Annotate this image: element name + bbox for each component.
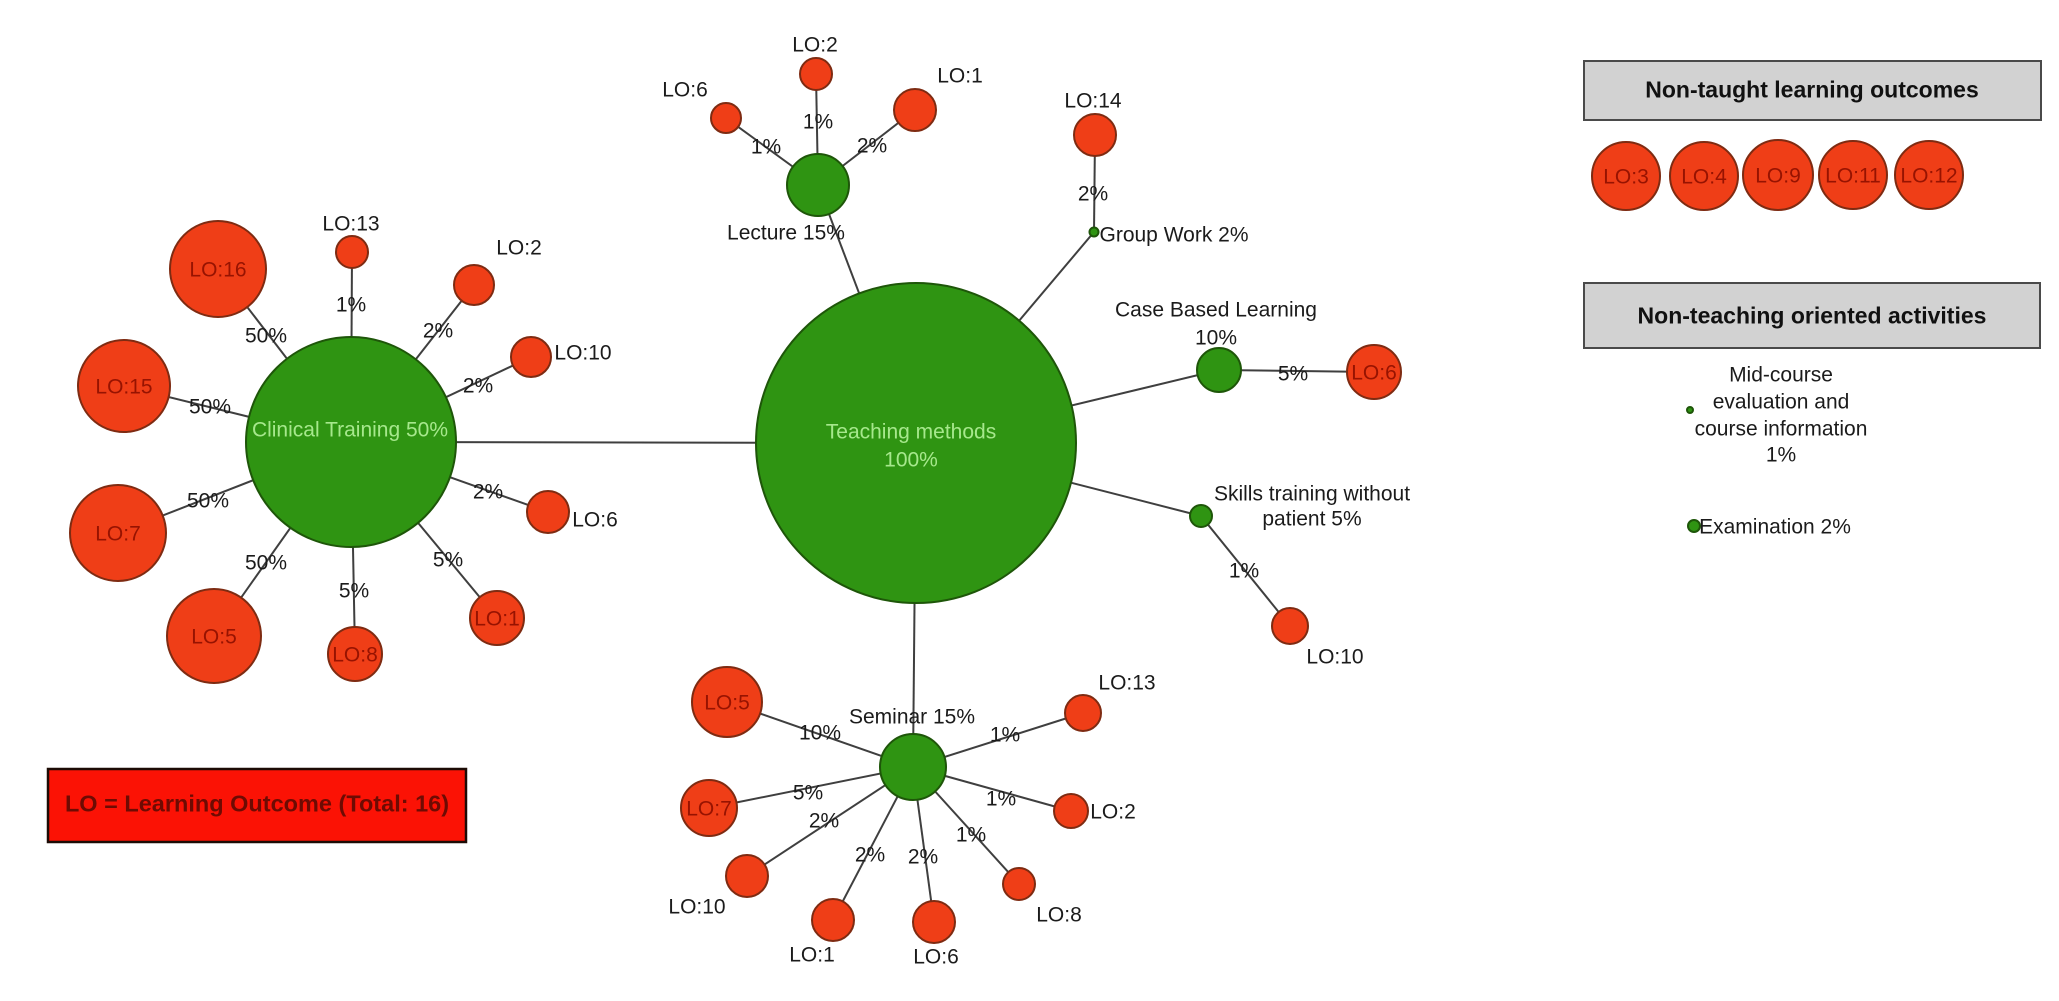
svg-text:2%: 2% [857, 135, 887, 158]
svg-text:LO:8: LO:8 [332, 644, 378, 667]
svg-text:5%: 5% [793, 782, 823, 805]
svg-text:Teaching methods: Teaching methods [826, 421, 996, 444]
svg-text:50%: 50% [187, 490, 229, 513]
svg-text:100%: 100% [884, 449, 938, 472]
svg-text:Skills training without: Skills training without [1214, 483, 1410, 506]
svg-text:LO = Learning Outcome (Total:: LO = Learning Outcome (Total: 16) [65, 790, 449, 816]
svg-text:5%: 5% [433, 549, 463, 572]
svg-text:LO:1: LO:1 [474, 608, 520, 631]
svg-text:Non-taught learning outcomes: Non-taught learning outcomes [1645, 77, 1979, 103]
svg-text:LO:6: LO:6 [913, 946, 959, 969]
svg-text:LO:2: LO:2 [1090, 801, 1136, 824]
svg-text:1%: 1% [803, 111, 833, 134]
svg-text:LO:16: LO:16 [189, 259, 246, 282]
svg-text:5%: 5% [1278, 363, 1308, 386]
svg-text:Group Work 2%: Group Work 2% [1100, 224, 1249, 247]
svg-text:LO:9: LO:9 [1755, 165, 1801, 188]
svg-text:50%: 50% [189, 396, 231, 419]
svg-text:10%: 10% [1195, 327, 1237, 350]
svg-text:Mid-course: Mid-course [1729, 364, 1833, 387]
svg-text:LO:5: LO:5 [191, 626, 237, 649]
svg-text:LO:8: LO:8 [1036, 904, 1082, 927]
svg-text:LO:7: LO:7 [95, 523, 141, 546]
svg-text:1%: 1% [986, 788, 1016, 811]
svg-text:Lecture 15%: Lecture 15% [727, 222, 845, 245]
svg-text:1%: 1% [336, 294, 366, 317]
svg-text:LO:13: LO:13 [322, 213, 379, 236]
svg-text:1%: 1% [1229, 560, 1259, 583]
svg-text:LO:7: LO:7 [686, 798, 732, 821]
svg-text:LO:2: LO:2 [496, 237, 542, 260]
svg-text:2%: 2% [855, 844, 885, 867]
svg-text:LO:14: LO:14 [1064, 90, 1122, 113]
svg-text:10%: 10% [799, 722, 841, 745]
svg-text:LO:13: LO:13 [1098, 672, 1155, 695]
svg-text:2%: 2% [473, 481, 503, 504]
svg-text:LO:1: LO:1 [937, 65, 983, 88]
svg-text:LO:3: LO:3 [1603, 166, 1649, 189]
svg-text:1%: 1% [956, 824, 986, 847]
svg-text:5%: 5% [339, 580, 369, 603]
svg-text:LO:5: LO:5 [704, 692, 750, 715]
svg-text:2%: 2% [908, 846, 938, 869]
svg-text:LO:6: LO:6 [662, 79, 708, 102]
svg-text:LO:2: LO:2 [792, 34, 838, 57]
svg-text:Clinical Training 50%: Clinical Training 50% [252, 419, 448, 442]
svg-text:LO:15: LO:15 [95, 376, 152, 399]
svg-text:LO:11: LO:11 [1825, 165, 1881, 188]
svg-text:50%: 50% [245, 552, 287, 575]
svg-text:2%: 2% [463, 375, 493, 398]
svg-text:LO:6: LO:6 [572, 509, 618, 532]
svg-text:Non-teaching oriented activiti: Non-teaching oriented activities [1638, 303, 1987, 329]
svg-text:LO:12: LO:12 [1900, 165, 1957, 188]
svg-text:Seminar 15%: Seminar 15% [849, 706, 975, 729]
svg-text:2%: 2% [423, 320, 453, 343]
svg-text:1%: 1% [1766, 444, 1796, 467]
svg-text:LO:1: LO:1 [789, 944, 835, 967]
svg-text:LO:4: LO:4 [1681, 166, 1727, 189]
svg-text:Examination 2%: Examination 2% [1699, 516, 1851, 539]
svg-text:50%: 50% [245, 325, 287, 348]
svg-text:LO:10: LO:10 [554, 342, 611, 365]
svg-text:1%: 1% [751, 136, 781, 159]
svg-text:course information: course information [1695, 418, 1868, 441]
svg-text:evaluation and: evaluation and [1713, 391, 1850, 414]
svg-text:1%: 1% [990, 724, 1020, 747]
svg-text:2%: 2% [809, 810, 839, 833]
svg-text:Case Based Learning: Case Based Learning [1115, 299, 1317, 322]
svg-text:LO:10: LO:10 [1306, 646, 1363, 669]
svg-text:patient 5%: patient 5% [1262, 508, 1361, 531]
svg-text:LO:6: LO:6 [1351, 362, 1397, 385]
svg-text:2%: 2% [1078, 183, 1108, 206]
svg-text:LO:10: LO:10 [668, 896, 725, 919]
